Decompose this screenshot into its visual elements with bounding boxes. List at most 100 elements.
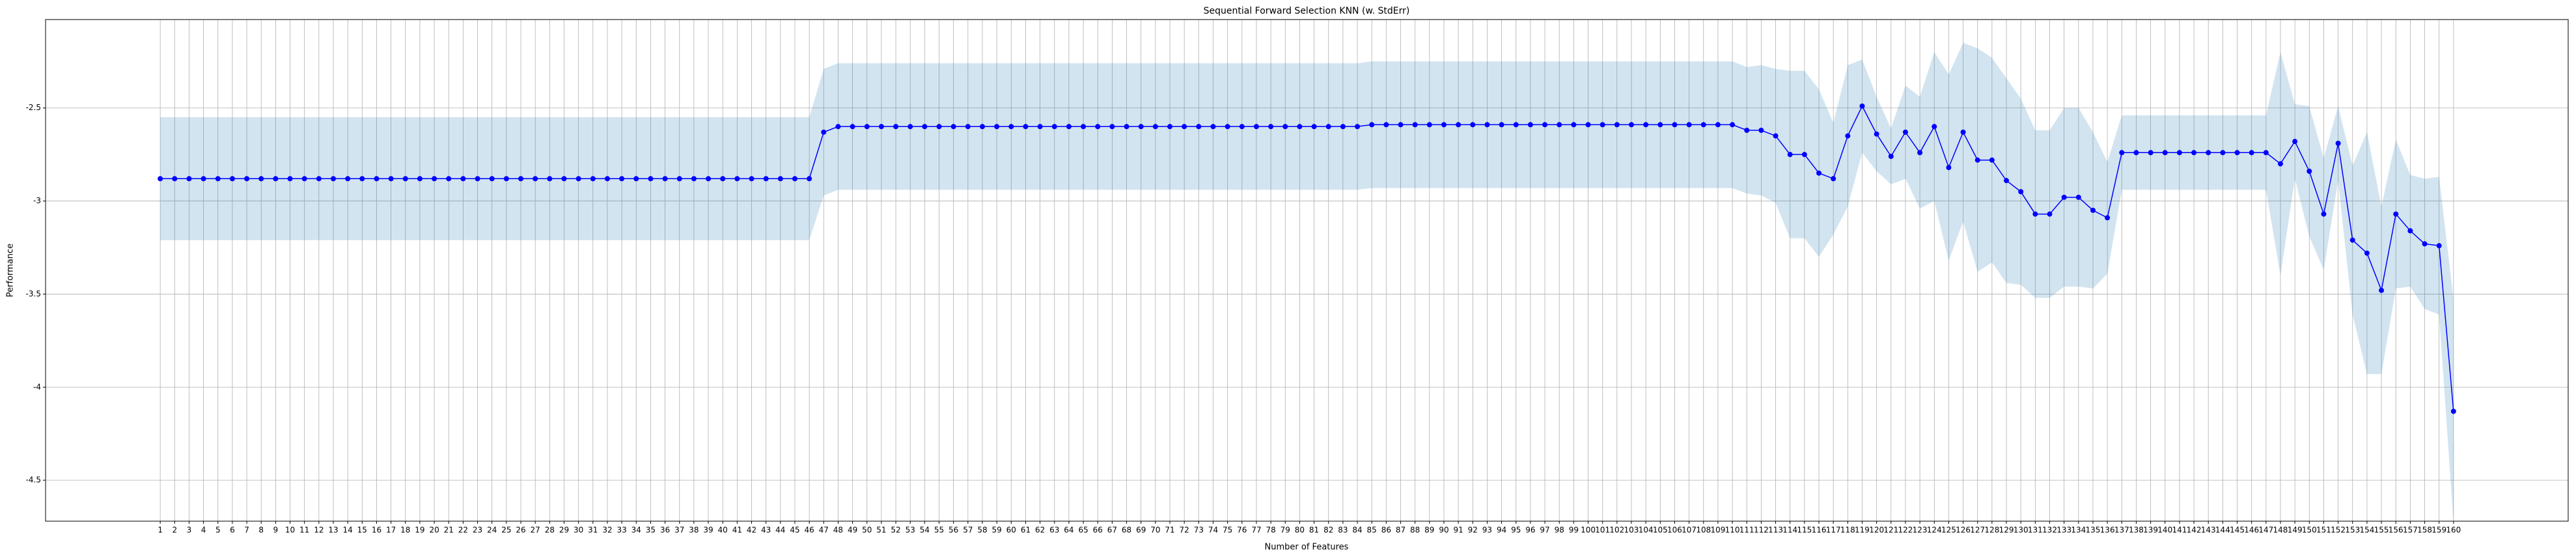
point [460, 176, 466, 182]
y-tick-label: -3 [33, 196, 41, 205]
x-tick-label: 140 [2157, 526, 2172, 535]
x-tick-label: 158 [2417, 526, 2432, 535]
point [2393, 211, 2399, 217]
x-tick-label: 125 [1941, 526, 1956, 535]
point [533, 176, 538, 182]
x-tick-label: 103 [1624, 526, 1639, 535]
x-tick-label: 132 [2042, 526, 2057, 535]
point [172, 176, 178, 182]
y-tick-label: -2.5 [26, 103, 41, 112]
point [2379, 287, 2385, 293]
x-tick-label: 43 [761, 526, 771, 535]
x-tick-label: 130 [2014, 526, 2029, 535]
x-tick-label: 19 [415, 526, 424, 535]
x-tick-label: 119 [1855, 526, 1870, 535]
point [2364, 250, 2370, 256]
x-tick-label: 122 [1898, 526, 1913, 535]
x-tick-label: 66 [1093, 526, 1103, 535]
x-tick-label: 81 [1309, 526, 1319, 535]
x-tick-label: 94 [1497, 526, 1506, 535]
x-tick-label: 80 [1295, 526, 1305, 535]
x-tick-label: 83 [1338, 526, 1348, 535]
x-tick-label: 92 [1468, 526, 1478, 535]
point [878, 124, 884, 130]
point [575, 176, 581, 182]
x-tick-label: 13 [328, 526, 338, 535]
point [936, 124, 942, 130]
x-tick-label: 142 [2187, 526, 2202, 535]
point [2047, 211, 2053, 217]
point [1196, 124, 1202, 130]
x-tick-label: 75 [1223, 526, 1232, 535]
x-tick-label: 54 [920, 526, 930, 535]
x-tick-label: 20 [429, 526, 439, 535]
point [1008, 124, 1014, 130]
x-tick-label: 124 [1927, 526, 1942, 535]
point [2335, 141, 2341, 146]
point [662, 176, 668, 182]
point [850, 124, 855, 130]
x-tick-label: 33 [616, 526, 626, 535]
x-tick-label: 112 [1754, 526, 1769, 535]
x-tick-label: 156 [2389, 526, 2403, 535]
point [475, 176, 480, 182]
point [1239, 124, 1245, 130]
point [2407, 228, 2413, 234]
point [1715, 122, 1721, 128]
point [1614, 122, 1620, 128]
point [2263, 150, 2269, 156]
point [1730, 122, 1736, 128]
x-tick-label: 44 [775, 526, 785, 535]
x-tick-label: 4 [201, 526, 206, 535]
x-tick-label: 58 [977, 526, 987, 535]
x-tick-label: 56 [949, 526, 958, 535]
point [1816, 170, 1822, 176]
x-tick-label: 30 [574, 526, 583, 535]
point [1282, 124, 1288, 130]
x-tick-label: 12 [314, 526, 324, 535]
x-tick-label: 82 [1323, 526, 1333, 535]
point [1456, 122, 1461, 128]
x-tick-label: 5 [215, 526, 221, 535]
point [1773, 133, 1779, 139]
point [1787, 152, 1793, 158]
point [1325, 124, 1331, 130]
x-tick-label: 131 [2028, 526, 2043, 535]
x-tick-label: 126 [1956, 526, 1971, 535]
x-tick-label: 49 [848, 526, 857, 535]
point [980, 124, 986, 130]
point [331, 176, 337, 182]
x-tick-label: 128 [1984, 526, 1999, 535]
x-tick-label: 152 [2331, 526, 2346, 535]
x-tick-label: 110 [1725, 526, 1740, 535]
x-tick-label: 129 [1999, 526, 2014, 535]
point [1398, 122, 1404, 128]
point [676, 176, 682, 182]
x-tick-label: 8 [258, 526, 264, 535]
point [1066, 124, 1072, 130]
point [1081, 124, 1087, 130]
x-tick-label: 133 [2057, 526, 2071, 535]
point [1369, 122, 1375, 128]
x-tick-label: 15 [357, 526, 367, 535]
x-tick-label: 23 [473, 526, 482, 535]
point [1513, 122, 1519, 128]
x-tick-label: 115 [1797, 526, 1812, 535]
point [720, 176, 726, 182]
x-tick-label: 7 [244, 526, 249, 535]
point [706, 176, 712, 182]
x-tick-label: 137 [2114, 526, 2129, 535]
x-tick-label: 138 [2129, 526, 2144, 535]
point [258, 176, 264, 182]
x-tick-label: 95 [1511, 526, 1521, 535]
x-tick-label: 9 [273, 526, 279, 535]
point [1225, 124, 1230, 130]
x-tick-label: 107 [1682, 526, 1697, 535]
point [158, 176, 163, 182]
x-tick-label: 47 [819, 526, 829, 535]
point [1557, 122, 1562, 128]
x-tick-label: 149 [2288, 526, 2303, 535]
point [1801, 152, 1807, 158]
x-tick-label: 93 [1482, 526, 1492, 535]
x-tick-label: 160 [2446, 526, 2461, 535]
